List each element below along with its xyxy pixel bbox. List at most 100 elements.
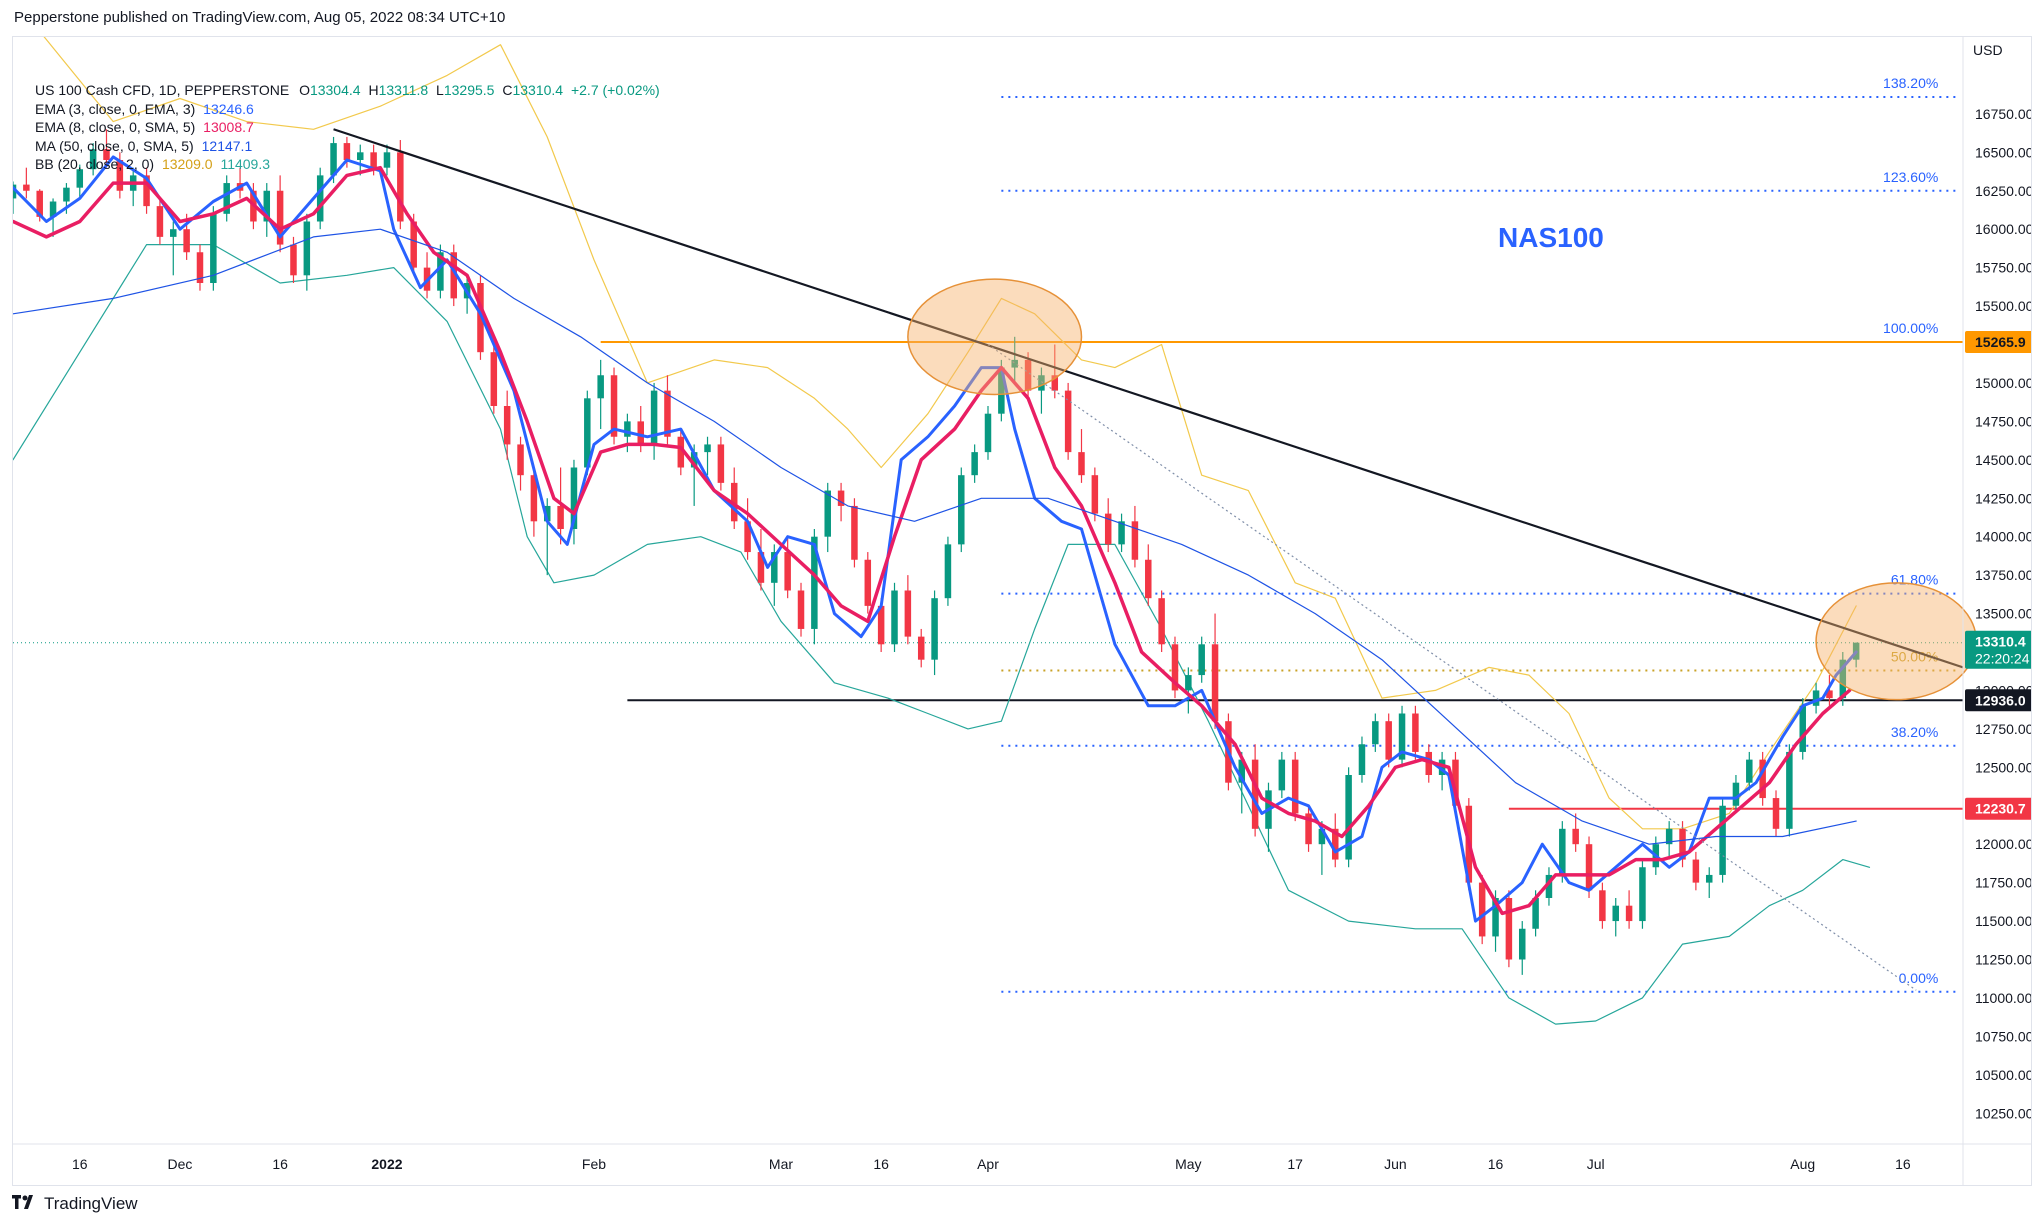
candle-body — [597, 375, 604, 399]
candle-body — [1091, 475, 1099, 514]
y-tick-label: 11750.00 — [1975, 875, 2031, 891]
trendlines-layer — [333, 128, 1964, 991]
candle-up — [223, 175, 230, 222]
candle-body — [63, 187, 70, 202]
candle-body — [1518, 928, 1526, 960]
candle-body — [624, 421, 631, 437]
legend-ema8-label: EMA (8, close, 0, SMA, 5) — [35, 119, 196, 135]
bollinger-layer — [13, 37, 1871, 1025]
candle-body — [998, 367, 1005, 414]
candle-body — [1318, 828, 1326, 845]
candle-body — [196, 252, 204, 283]
candle-body — [1185, 675, 1192, 691]
ohlc-close-label: C — [502, 82, 513, 98]
candle-body — [717, 444, 725, 483]
candle-body — [530, 475, 538, 522]
candle-body — [864, 559, 872, 606]
candle-down — [1772, 790, 1780, 837]
candle-body — [1799, 705, 1806, 752]
candle-body — [1372, 721, 1379, 745]
candle-up — [76, 164, 84, 199]
highlight-circle — [1815, 582, 1978, 701]
candle-body — [1064, 390, 1072, 453]
candle-body — [1839, 659, 1847, 699]
candle-body — [931, 598, 938, 660]
fib-level-label: 50.00% — [1891, 648, 1938, 664]
candle-body — [1011, 359, 1018, 368]
candle-down — [1478, 874, 1486, 945]
candle-body — [958, 475, 965, 545]
candle-body — [1198, 644, 1205, 676]
candle-body — [570, 467, 578, 529]
legend-bb[interactable]: BB (20, close, 2, 0) 13209.0 11409.3 — [35, 155, 660, 174]
candle-up — [931, 590, 938, 676]
footer-branding: TradingView — [12, 1194, 138, 1214]
candle-body — [1599, 890, 1606, 922]
price-tag-bg — [1965, 689, 2031, 712]
candle-body — [1358, 744, 1366, 775]
candle-body — [1158, 598, 1165, 645]
candle-body — [1572, 828, 1579, 845]
candle-down — [677, 429, 685, 476]
candle-down — [1692, 851, 1700, 891]
candle-down — [797, 582, 805, 637]
candle-body — [343, 143, 351, 160]
legend-ema8[interactable]: EMA (8, close, 0, SMA, 5) 13008.7 — [35, 118, 660, 137]
candle-body — [984, 413, 992, 453]
candle-body — [1625, 905, 1633, 922]
candle-body — [36, 190, 43, 217]
ohlc-open-label: O — [299, 82, 310, 98]
candle-down — [103, 129, 110, 168]
symbol-row: US 100 Cash CFD, 1D, PEPPERSTONE O13304.… — [35, 81, 660, 100]
highlights-layer — [907, 278, 1978, 701]
y-tick-label: 14750.00 — [1975, 413, 2031, 429]
candle-body — [223, 183, 230, 214]
candle-up — [1372, 713, 1379, 752]
candle-body — [1438, 759, 1446, 775]
candle-down — [851, 498, 858, 568]
legend-ema3-value: 13246.6 — [203, 100, 254, 117]
descending-trendline — [333, 128, 1964, 669]
candle-body — [517, 444, 524, 476]
candle-down — [1505, 890, 1513, 968]
candle-body — [557, 505, 564, 529]
candle-body — [1559, 828, 1566, 875]
candle-up — [89, 143, 97, 176]
candle-body — [1305, 813, 1312, 845]
price-tags-layer: 15265.9 13310.422:20:24 12936.0 12230.7 — [1965, 331, 2031, 820]
candle-body — [1772, 798, 1780, 829]
candle-body — [904, 590, 912, 637]
candle-body — [1078, 452, 1085, 476]
candle-up — [1345, 767, 1352, 868]
y-tick-label: 12000.00 — [1975, 836, 2031, 852]
price-chart[interactable]: 138.20%123.60%100.00%61.80%50.00%38.20%0… — [13, 37, 2031, 1185]
legend-ma50-value: 12147.1 — [201, 137, 253, 154]
candle-body — [370, 152, 377, 168]
candle-up — [958, 467, 965, 553]
price-tag: 12936.0 — [1965, 689, 2031, 712]
candle-body — [1332, 828, 1339, 860]
y-tick-label: 12750.00 — [1975, 721, 2031, 737]
x-tick-label: 16 — [72, 1156, 88, 1172]
candle-down — [717, 436, 725, 491]
tradingview-brand: TradingView — [44, 1194, 138, 1213]
candle-down — [1572, 813, 1579, 852]
candle-body — [76, 169, 84, 188]
candle-up — [1265, 782, 1272, 852]
candle-down — [1425, 744, 1433, 783]
x-tick-label: Mar — [769, 1156, 793, 1172]
fib-level-label: 123.60% — [1883, 169, 1938, 185]
candle-body — [290, 244, 297, 276]
candle-up — [357, 144, 364, 176]
candle-down — [196, 244, 204, 291]
legend-ma50-label: MA (50, close, 0, SMA, 5) — [35, 137, 194, 154]
candle-down — [1171, 636, 1179, 699]
candle-up — [944, 536, 952, 606]
legend-ema3[interactable]: EMA (3, close, 0, EMA, 3) 13246.6 — [35, 100, 660, 119]
fib-level-label: 38.20% — [1891, 724, 1938, 740]
candle-up — [316, 167, 324, 230]
candle-down — [477, 275, 484, 360]
x-tick-label: Feb — [582, 1156, 606, 1172]
x-tick-label: 17 — [1287, 1156, 1303, 1172]
legend-ma50[interactable]: MA (50, close, 0, SMA, 5) 12147.1 — [35, 137, 660, 156]
